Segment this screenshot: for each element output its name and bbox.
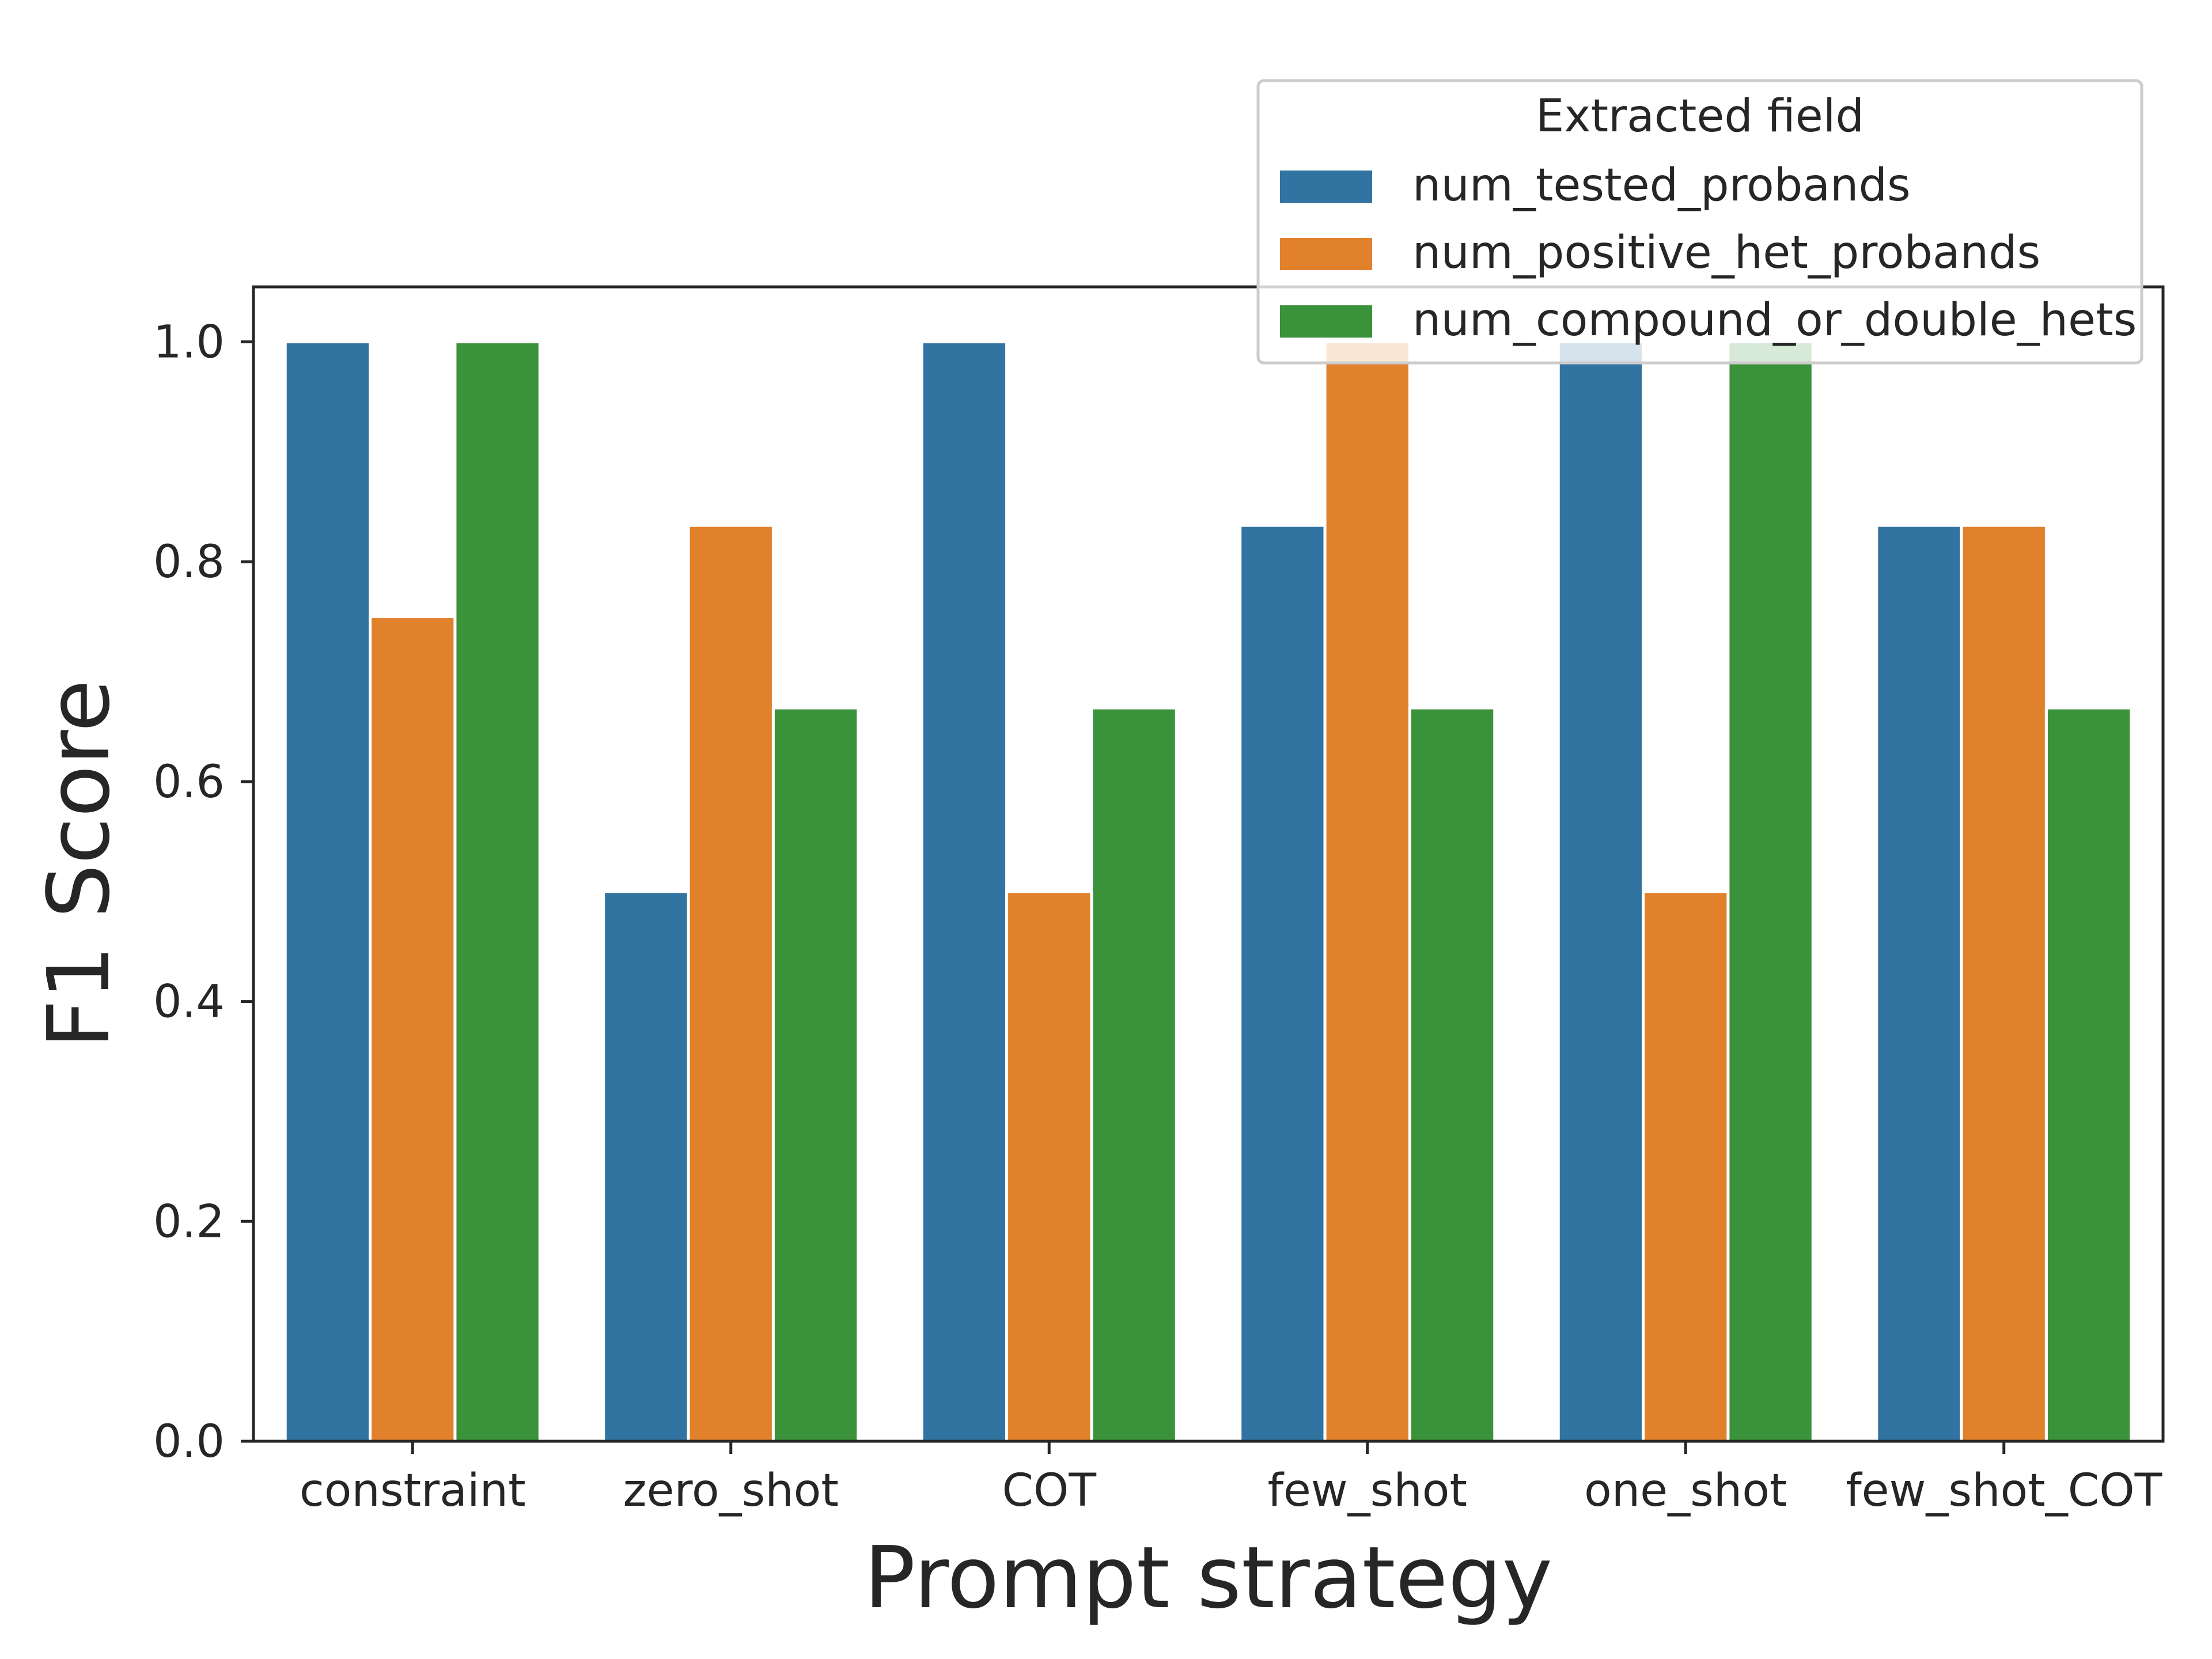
y-tick-label: 0.0 [153, 1416, 225, 1468]
x-tick-label: constraint [300, 1465, 526, 1517]
bar-num_tested_probands-one_shot [1556, 340, 1645, 1443]
bar-num_compound_or_double_hets-constraint [453, 340, 541, 1443]
bar-num_tested_probands-constraint [283, 340, 372, 1443]
y-tick-label: 0.8 [153, 536, 225, 588]
y-tick-label: 0.6 [153, 756, 225, 808]
bar-num_positive_het_probands-few_shot_COT [1960, 524, 2048, 1443]
legend-box [1256, 79, 2143, 365]
bar-num_positive_het_probands-zero_shot [687, 524, 775, 1443]
legend-label-num_tested_probands: num_tested_probands [1412, 160, 1911, 211]
legend-label-num_positive_het_probands: num_positive_het_probands [1412, 227, 2040, 279]
legend-items: num_tested_probands num_positive_het_prob… [1280, 160, 2137, 346]
bar-num_compound_or_double_hets-few_shot_COT [2044, 706, 2133, 1443]
y-axis-label: F1 Score [29, 680, 128, 1049]
x-axis: constraint zero_shot COT few_shot one_shot fe… [300, 1441, 2162, 1517]
x-tick-label: one_shot [1584, 1465, 1787, 1517]
bar-num_tested_probands-few_shot_COT [1875, 524, 1963, 1443]
x-tick-label: COT [1002, 1465, 1096, 1517]
y-tick-label: 1.0 [153, 316, 225, 368]
x-axis-label: Prompt strategy [864, 1528, 1552, 1627]
x-tick-label: few_shot [1267, 1465, 1467, 1517]
legend-swatch-num_positive_het_probands [1280, 238, 1372, 270]
bars-layer [283, 340, 2133, 1443]
bar-num_positive_het_probands-one_shot [1642, 890, 1730, 1443]
bar-num_tested_probands-few_shot [1238, 524, 1327, 1443]
x-tick-label: zero_shot [623, 1465, 839, 1517]
bar-num_tested_probands-COT [920, 340, 1009, 1443]
legend-label-num_compound_or_double_hets: num_compound_or_double_hets [1412, 294, 2137, 346]
legend-title: Extracted field [1536, 90, 1864, 142]
bar-num_compound_or_double_hets-zero_shot [771, 706, 860, 1443]
legend-swatch-num_compound_or_double_hets [1280, 305, 1372, 338]
legend-swatch-num_tested_probands [1280, 171, 1372, 203]
bar-num_positive_het_probands-few_shot [1323, 340, 1411, 1443]
bar-num_positive_het_probands-constraint [369, 615, 457, 1443]
y-tick-label: 0.4 [153, 976, 225, 1028]
bar-num_compound_or_double_hets-COT [1090, 706, 1178, 1443]
bar-num_compound_or_double_hets-few_shot [1408, 706, 1497, 1443]
x-tick-label: few_shot_COT [1846, 1465, 2162, 1517]
legend: Extracted field num_tested_probands num_p… [1256, 79, 2143, 365]
bar-num_tested_probands-zero_shot [602, 890, 690, 1443]
y-axis: 0.0 0.2 0.4 0.6 0.8 1.0 [153, 316, 253, 1468]
plot-frame [252, 285, 2165, 1443]
y-tick-label: 0.2 [153, 1196, 225, 1248]
bar-num_compound_or_double_hets-one_shot [1726, 340, 1815, 1443]
bar-num_positive_het_probands-COT [1005, 890, 1093, 1443]
